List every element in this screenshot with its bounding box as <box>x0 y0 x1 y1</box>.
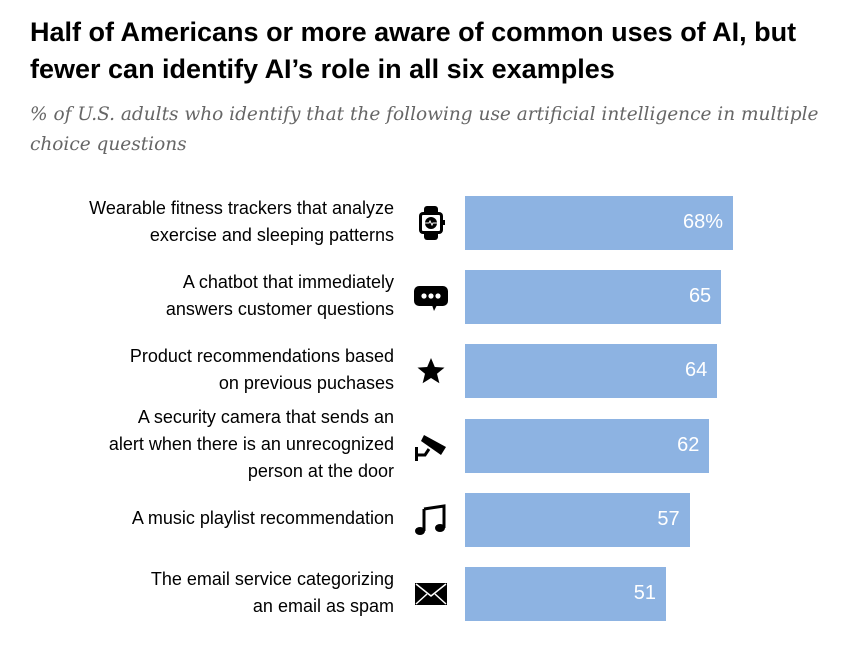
star-icon <box>412 352 450 390</box>
category-label-line: on previous puchases <box>218 373 394 394</box>
category-label-line: person at the door <box>247 461 394 482</box>
category-label-line: A chatbot that immediately <box>182 272 394 293</box>
data-label: 51 <box>633 582 656 604</box>
category-label-line: an email as spam <box>252 596 394 616</box>
data-label: 57 <box>657 507 680 530</box>
category-label: Product recommendations based on previous… <box>130 343 394 397</box>
data-label: 65 <box>688 285 712 308</box>
category-label-line: Wearable fitness trackers that analyze <box>89 198 394 218</box>
chat-bubble-icon <box>412 278 450 316</box>
chart-subtitle: % of U.S. adults who identify that the f… <box>30 104 819 155</box>
category-label-line: answers customer questions <box>165 299 394 320</box>
envelope-icon <box>412 575 450 613</box>
category-label: A security camera that sends an alert whe… <box>109 404 394 485</box>
category-label-line: alert when there is an unrecognized <box>108 434 394 455</box>
category-label-line: exercise and sleeping patterns <box>149 225 394 245</box>
category-label-line: A music playlist recommendation <box>131 508 394 529</box>
category-label-line: The email service categorizing <box>150 569 394 589</box>
security-camera-icon <box>412 427 450 465</box>
chart-title: Half of Americans or more aware of commo… <box>30 17 797 84</box>
data-label: 62 <box>677 433 700 456</box>
category-label: The email service categorizing an email a… <box>151 566 394 620</box>
category-label: A music playlist recommendation <box>132 505 394 532</box>
bar <box>465 344 718 399</box>
bar <box>465 492 690 547</box>
music-note-icon <box>412 501 450 539</box>
data-label: 64 <box>685 359 708 382</box>
bar <box>465 270 722 325</box>
category-label-line: Product recommendations based <box>129 346 394 367</box>
bar <box>465 196 733 250</box>
category-label: A chatbot that immediately answers custom… <box>166 269 394 323</box>
bar <box>465 418 710 473</box>
data-label: 68% <box>682 211 723 233</box>
bar <box>465 567 666 621</box>
category-label-line: A security camera that sends an <box>137 407 394 428</box>
category-label: Wearable fitness trackers that analyze ex… <box>89 195 394 249</box>
smartwatch-icon <box>412 204 450 242</box>
